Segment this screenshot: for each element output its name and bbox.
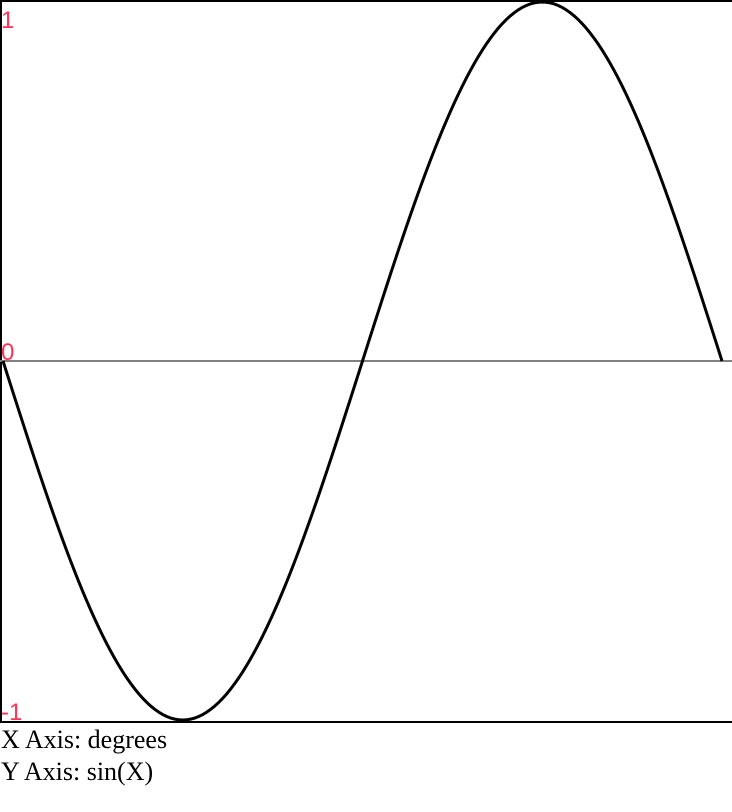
y-axis-caption: Y Axis: sin(X) — [1, 757, 154, 786]
y-tick-label-0: 0 — [1, 339, 14, 366]
sine-curve — [1, 0, 724, 722]
y-tick-label-minus-1: -1 — [1, 699, 22, 723]
x-axis-caption: X Axis: degrees — [1, 725, 168, 754]
y-tick-label-1: 1 — [1, 7, 14, 34]
sine-chart: 1 0 -1 — [0, 0, 732, 723]
